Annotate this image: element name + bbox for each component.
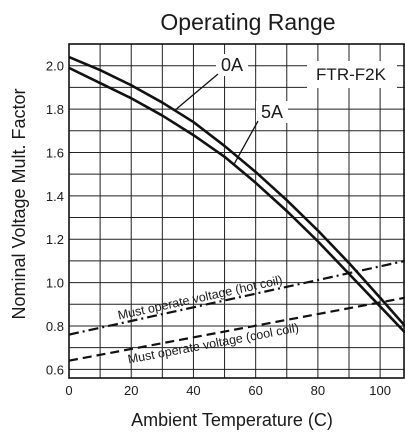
y-tick-label: 1.4: [46, 189, 64, 204]
x-tick-label: 40: [186, 383, 200, 398]
y-tick-label: 2.0: [46, 59, 64, 74]
chart-title: Operating Range: [160, 9, 335, 35]
series-layer: [68, 55, 405, 362]
x-tick-label: 100: [369, 383, 391, 398]
series-label: 5A: [261, 102, 283, 122]
x-tick-label: 80: [311, 383, 325, 398]
series-label: 0A: [221, 55, 243, 75]
y-axis-title: Nominal Voltage Mult. Factor: [9, 88, 29, 319]
model-tag-bg: [307, 61, 397, 88]
series-label-bg: [256, 101, 288, 123]
plot-frame: [68, 43, 405, 379]
y-tick-label: 0.6: [46, 362, 64, 377]
x-tick-label: 20: [124, 383, 138, 398]
coil-line-label: Must operate voltage (cool coil): [127, 321, 300, 367]
series-label-bg: [216, 54, 248, 76]
series-5a-line: [68, 66, 405, 334]
x-tick-label: 60: [248, 383, 262, 398]
x-axis-title: Ambient Temperature (C): [131, 410, 333, 430]
hot-coil-line: [68, 259, 405, 336]
x-tick-label: 0: [65, 383, 72, 398]
y-tick-label: 1.6: [46, 145, 64, 160]
leader-line: [174, 73, 219, 111]
leader-line: [233, 120, 259, 165]
model-tag: FTR-F2K: [316, 65, 387, 84]
y-tick-label: 1.2: [46, 232, 64, 247]
grid-lines: [68, 43, 405, 379]
cool-coil-line: [68, 296, 405, 362]
y-tick-label: 1.0: [46, 276, 64, 291]
y-tick-label: 1.8: [46, 102, 64, 117]
tick-labels: 0 20 40 60 80 100 0.6 0.8 1.0 1.2 1.4 1.6 1.8 2.0: [46, 59, 391, 398]
series-0a-line: [68, 55, 405, 327]
y-tick-label: 0.8: [46, 319, 64, 334]
coil-line-label: Must operate voltage (hot coil): [117, 273, 284, 323]
